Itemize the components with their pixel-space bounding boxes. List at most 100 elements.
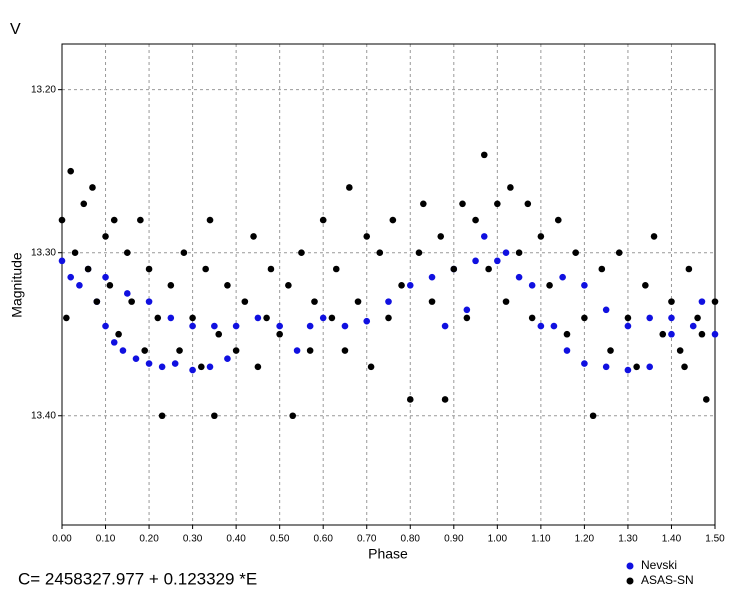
point <box>589 412 597 420</box>
x-tick-label: 1.50 <box>705 534 725 545</box>
point <box>389 216 397 224</box>
point <box>276 322 283 330</box>
point <box>581 282 588 289</box>
point <box>459 200 466 208</box>
point <box>132 355 140 362</box>
point <box>141 347 149 354</box>
point <box>180 249 188 257</box>
point <box>646 314 653 322</box>
point <box>711 330 719 338</box>
point <box>198 363 205 371</box>
point <box>363 233 371 240</box>
point <box>524 200 532 208</box>
point <box>694 314 701 322</box>
x-tick-label: 0.20 <box>139 534 159 545</box>
point <box>563 347 571 354</box>
x-tick-label: 0.00 <box>52 534 72 545</box>
point <box>515 249 523 257</box>
point <box>537 233 545 240</box>
point <box>502 249 510 257</box>
point <box>581 360 588 367</box>
point <box>58 216 66 224</box>
point <box>689 322 697 330</box>
point <box>668 314 675 322</box>
y-tick-label: 13.40 <box>31 410 56 421</box>
point <box>285 282 292 289</box>
point <box>406 282 414 289</box>
point <box>171 360 179 367</box>
point <box>215 330 223 338</box>
legend-label: ASAS-SN <box>641 573 694 587</box>
point <box>106 282 114 289</box>
point <box>102 273 109 281</box>
point <box>554 216 562 224</box>
point <box>385 298 392 305</box>
point <box>328 314 336 322</box>
point <box>341 347 349 354</box>
point <box>624 322 632 330</box>
x-tick-label: 0.70 <box>357 534 377 545</box>
x-tick-label: 1.30 <box>618 534 638 545</box>
point <box>341 322 349 330</box>
point <box>646 363 653 371</box>
point <box>145 360 153 367</box>
x-tick-label: 0.90 <box>444 534 464 545</box>
point <box>480 233 488 240</box>
point <box>550 322 558 330</box>
point <box>84 265 92 273</box>
point <box>119 347 127 354</box>
point <box>581 314 588 322</box>
point <box>293 347 301 354</box>
point <box>137 216 144 224</box>
point <box>668 298 675 305</box>
point <box>676 347 684 354</box>
point <box>124 290 131 297</box>
point <box>232 347 240 354</box>
point <box>415 249 423 257</box>
point <box>633 363 640 371</box>
point <box>110 339 118 346</box>
point <box>128 298 135 305</box>
point <box>698 298 706 305</box>
point <box>385 314 392 322</box>
point <box>158 412 166 420</box>
point <box>494 257 501 265</box>
point <box>202 265 209 273</box>
point <box>115 330 122 338</box>
point <box>241 298 249 305</box>
point <box>563 330 571 338</box>
point <box>685 265 693 273</box>
point <box>224 355 231 362</box>
point <box>441 396 449 403</box>
point <box>546 282 553 289</box>
x-tick-label: 1.10 <box>531 534 551 545</box>
point <box>298 249 305 257</box>
point <box>598 265 606 273</box>
point <box>211 412 218 420</box>
point <box>642 282 649 289</box>
y-axis-label: Magnitude <box>9 252 25 318</box>
point <box>145 298 153 305</box>
legend-label: Nevski <box>641 558 677 572</box>
y-tick-label: 13.30 <box>31 247 56 258</box>
point <box>102 322 109 330</box>
point <box>145 265 153 273</box>
point <box>463 306 471 314</box>
legend-marker <box>626 577 634 585</box>
point <box>232 322 240 330</box>
point <box>624 314 632 322</box>
point <box>254 314 262 322</box>
x-axis-label: Phase <box>368 546 408 562</box>
point <box>463 314 471 322</box>
point <box>206 363 214 371</box>
point <box>711 298 719 305</box>
x-tick-label: 0.40 <box>226 534 246 545</box>
point <box>607 347 614 354</box>
point <box>615 249 623 257</box>
point <box>263 314 270 322</box>
point <box>276 330 283 338</box>
x-tick-label: 1.40 <box>662 534 682 545</box>
point <box>154 314 162 322</box>
point <box>189 322 196 330</box>
x-tick-label: 0.80 <box>401 534 421 545</box>
